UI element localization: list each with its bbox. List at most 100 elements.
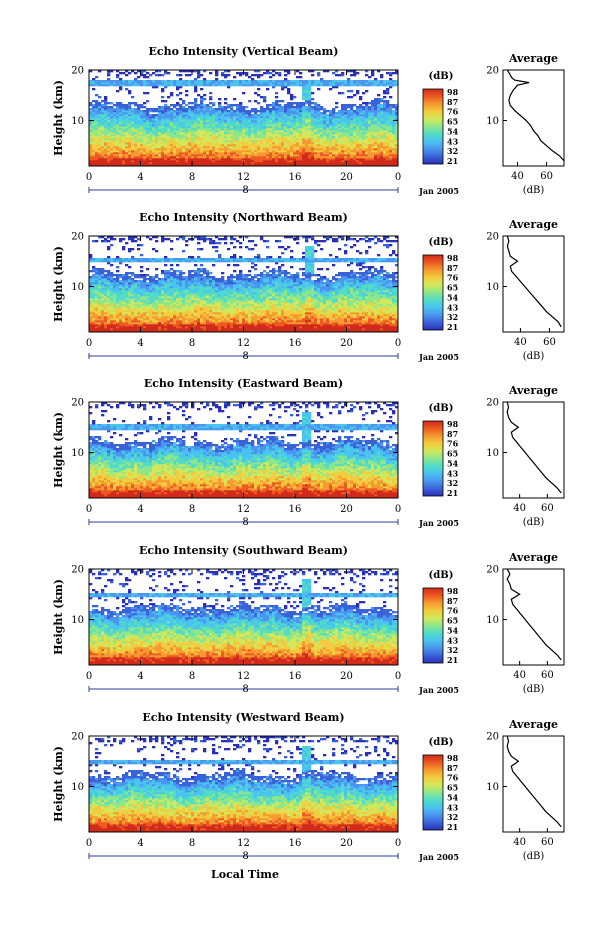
- heatmap-cell: [332, 110, 336, 113]
- heatmap-cell: [314, 154, 321, 157]
- heatmap-cell: [395, 114, 399, 117]
- heatmap-cell: [197, 122, 201, 125]
- heatmap-cell: [248, 320, 252, 323]
- heatmap-cell: [89, 148, 93, 151]
- heatmap-cell: [302, 282, 306, 285]
- heatmap-cell: [209, 108, 213, 111]
- heatmap-cell: [89, 470, 96, 473]
- heatmap-cell: [167, 122, 171, 125]
- heatmap-cell: [95, 138, 99, 141]
- heatmap-cell: [374, 318, 381, 321]
- heatmap-cell: [167, 484, 174, 487]
- heatmap-cell: [284, 472, 291, 475]
- heatmap-cell: [107, 262, 111, 265]
- heatmap-cell: [302, 90, 312, 93]
- heatmap-cell: [296, 128, 300, 131]
- heatmap-cell: [359, 128, 369, 131]
- heatmap-cell: [185, 122, 192, 125]
- heatmap-cell: [356, 152, 360, 155]
- heatmap-cell: [392, 304, 396, 307]
- heatmap-cell: [365, 126, 369, 129]
- heatmap-cell: [158, 108, 165, 111]
- heatmap-cell: [290, 146, 294, 149]
- heatmap-cell: [146, 150, 150, 153]
- heatmap-cell: [140, 70, 147, 73]
- heatmap-cell: [314, 488, 318, 491]
- heatmap-cell: [380, 126, 384, 129]
- heatmap-cell: [287, 476, 297, 479]
- heatmap-cell: [266, 124, 282, 127]
- heatmap-cell: [332, 152, 339, 155]
- heatmap-cell: [386, 482, 390, 485]
- heatmap-cell: [113, 294, 117, 297]
- heatmap-cell: [284, 104, 294, 107]
- heatmap-cell: [185, 118, 198, 121]
- heatmap-cell: [161, 314, 174, 317]
- heatmap-cell: [179, 288, 192, 291]
- heatmap-cell: [362, 138, 366, 141]
- heatmap-cell: [347, 122, 351, 125]
- heatmap-cell: [290, 294, 294, 297]
- heatmap-cell: [299, 268, 303, 271]
- heatmap-cell: [389, 292, 393, 295]
- heatmap-cell: [185, 326, 189, 329]
- heatmap-cell: [371, 70, 375, 73]
- heatmap-cell: [299, 132, 303, 135]
- heatmap-cell: [137, 132, 144, 135]
- heatmap-cell: [194, 278, 198, 281]
- heatmap-cell: [164, 150, 171, 153]
- heatmap-cell: [155, 120, 162, 123]
- heatmap-cell: [305, 120, 312, 123]
- heatmap-cell: [188, 126, 192, 129]
- heatmap-cell: [125, 302, 132, 305]
- heatmap-cell: [152, 156, 162, 159]
- heatmap-cell: [233, 482, 237, 485]
- heatmap-cell: [263, 288, 270, 291]
- heatmap-cell: [392, 302, 399, 305]
- average-x-axis-label: (dB): [523, 185, 545, 196]
- heatmap-cell: [335, 316, 339, 319]
- heatmap-cell: [221, 272, 225, 275]
- heatmap-cell: [218, 104, 222, 107]
- heatmap-cell: [332, 472, 348, 475]
- heatmap-cell: [305, 108, 315, 111]
- heatmap-cell: [155, 260, 162, 263]
- heatmap-cell: [257, 300, 261, 303]
- heatmap-cell: [389, 244, 393, 247]
- heatmap-cell: [368, 138, 381, 141]
- heatmap-cell: [119, 292, 123, 295]
- heatmap-cell: [110, 294, 114, 297]
- heatmap-cell: [131, 284, 135, 287]
- heatmap-cell: [116, 118, 120, 121]
- heatmap-cell: [248, 80, 252, 83]
- heatmap-cell: [293, 318, 297, 321]
- heatmap-cell: [323, 316, 327, 319]
- heatmap-cell: [236, 300, 240, 303]
- heatmap-cell: [251, 162, 255, 165]
- heatmap-cell: [161, 122, 165, 125]
- heatmap-cell: [392, 314, 396, 317]
- heatmap-cell: [212, 492, 225, 495]
- heatmap-cell: [125, 298, 138, 301]
- heatmap-cell: [302, 296, 306, 299]
- heatmap-cell: [161, 484, 168, 487]
- heatmap-cell: [365, 290, 372, 293]
- heatmap-cell: [116, 276, 120, 279]
- heatmap-cell: [302, 310, 306, 313]
- heatmap-cell: [245, 296, 249, 299]
- heatmap-cell: [332, 126, 336, 129]
- heatmap-cell: [233, 326, 240, 329]
- heatmap-cell: [299, 80, 309, 83]
- heatmap-cell: [383, 306, 387, 309]
- heatmap-cell: [113, 110, 117, 113]
- heatmap-cell: [266, 284, 270, 287]
- heatmap-cell: [338, 480, 342, 483]
- heatmap-cell: [149, 120, 156, 123]
- heatmap-cell: [356, 272, 375, 275]
- heatmap-cell: [179, 132, 186, 135]
- heatmap-cell: [389, 138, 396, 141]
- heatmap-cell: [356, 240, 360, 243]
- heatmap-cell: [338, 130, 351, 133]
- heatmap-cell: [200, 302, 207, 305]
- heatmap-cell: [278, 282, 300, 285]
